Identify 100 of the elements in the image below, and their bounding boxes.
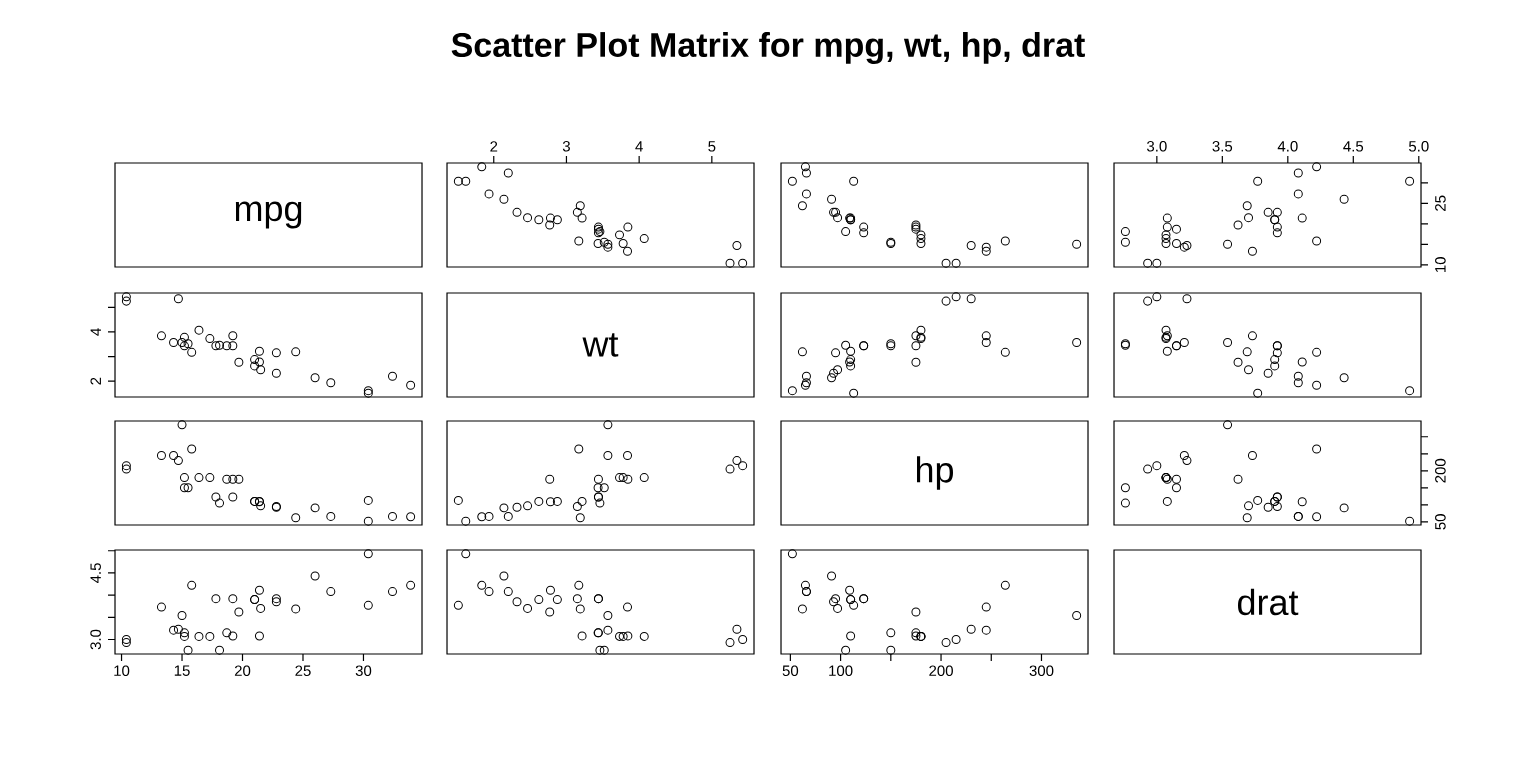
point <box>951 258 961 268</box>
point <box>177 611 187 621</box>
point <box>623 450 633 460</box>
point <box>1161 325 1171 335</box>
point <box>121 296 131 306</box>
point <box>222 341 232 351</box>
point <box>1223 239 1233 249</box>
point <box>169 450 179 460</box>
point <box>1247 450 1257 460</box>
point <box>552 215 562 225</box>
point <box>577 496 587 506</box>
point <box>215 645 225 655</box>
point <box>222 474 232 484</box>
point <box>291 347 301 357</box>
point <box>1162 346 1172 356</box>
point <box>461 549 471 559</box>
point <box>211 594 221 604</box>
point <box>177 420 187 430</box>
point <box>1072 611 1082 621</box>
point <box>256 501 266 511</box>
point <box>827 571 837 581</box>
point <box>187 580 197 590</box>
point <box>725 258 735 268</box>
point <box>1253 495 1263 505</box>
x-tick-label: 100 <box>829 665 853 677</box>
point <box>1272 228 1282 238</box>
point <box>1270 355 1280 365</box>
point <box>841 340 851 350</box>
point <box>205 473 215 483</box>
point <box>326 378 336 388</box>
point <box>250 361 260 371</box>
point <box>183 483 193 493</box>
point <box>1312 380 1322 390</box>
point <box>1161 234 1171 244</box>
point <box>310 373 320 383</box>
x-tick-label: 200 <box>929 665 953 677</box>
x-tick-label: 4.0 <box>1277 140 1298 152</box>
point <box>254 585 264 595</box>
point <box>552 496 562 506</box>
point <box>310 571 320 581</box>
point <box>228 341 238 351</box>
point <box>916 325 926 335</box>
point <box>179 332 189 342</box>
point <box>1405 386 1415 396</box>
x-tick-label: 4 <box>635 141 643 152</box>
point <box>552 595 562 605</box>
point <box>725 464 735 474</box>
point <box>801 371 811 381</box>
point <box>254 631 264 641</box>
point <box>121 634 131 644</box>
y-tick-label: 2 <box>90 377 101 385</box>
point <box>1171 238 1181 248</box>
point <box>1312 236 1322 246</box>
point <box>1242 513 1252 523</box>
point <box>831 348 841 358</box>
point <box>523 501 533 511</box>
point <box>499 503 509 513</box>
point <box>326 587 336 597</box>
point <box>1120 227 1130 237</box>
point <box>1244 501 1254 511</box>
y-tick-label: 50 <box>1435 514 1446 530</box>
text: mpg <box>235 201 302 229</box>
point <box>846 346 856 356</box>
point <box>577 213 587 223</box>
point <box>1000 347 1010 357</box>
point <box>406 580 416 590</box>
point <box>849 176 859 186</box>
point <box>981 338 991 347</box>
point <box>732 241 742 251</box>
point <box>545 497 555 507</box>
point <box>1339 194 1349 204</box>
text: Scatter Plot Matrix for mpg, wt, hp, drat <box>451 32 1085 64</box>
point <box>916 238 926 248</box>
point <box>291 604 301 614</box>
point <box>310 503 320 513</box>
point <box>1171 483 1181 493</box>
point <box>499 194 509 204</box>
point <box>194 325 204 335</box>
point <box>254 357 264 367</box>
point <box>577 631 587 641</box>
point <box>173 456 183 466</box>
point <box>1143 258 1153 268</box>
point <box>738 461 748 471</box>
point <box>194 631 204 641</box>
point <box>1152 461 1162 471</box>
point <box>121 638 131 648</box>
point <box>639 473 649 483</box>
point <box>911 341 921 351</box>
point <box>256 603 266 613</box>
point <box>234 357 244 367</box>
point <box>846 361 856 371</box>
y-tick-label: 10 <box>1435 257 1446 272</box>
point <box>1120 483 1130 493</box>
point <box>477 162 487 172</box>
point <box>1000 580 1010 590</box>
x-tick-label: 25 <box>295 665 311 677</box>
point <box>291 513 301 523</box>
point <box>1312 512 1322 522</box>
x-tick-label: 5.0 <box>1408 140 1429 152</box>
point <box>1293 168 1303 178</box>
